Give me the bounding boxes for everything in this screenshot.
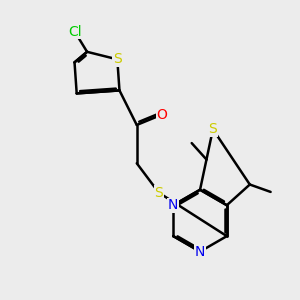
Text: N: N: [195, 244, 205, 259]
Text: S: S: [208, 122, 217, 136]
Text: N: N: [168, 198, 178, 212]
Text: S: S: [154, 186, 163, 200]
Text: S: S: [113, 52, 122, 66]
Text: Cl: Cl: [68, 25, 82, 39]
Text: O: O: [156, 108, 167, 122]
